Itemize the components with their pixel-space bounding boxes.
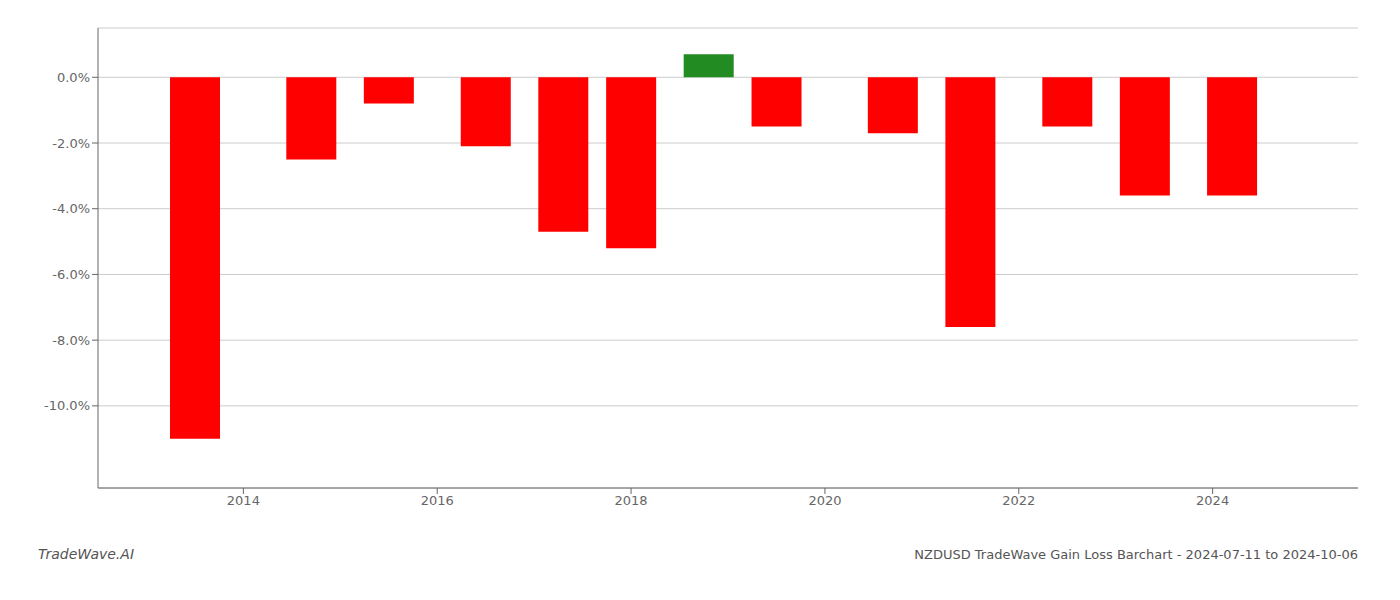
- svg-text:-4.0%: -4.0%: [52, 201, 90, 216]
- svg-text:-8.0%: -8.0%: [52, 333, 90, 348]
- svg-text:2020: 2020: [808, 493, 841, 508]
- svg-text:2018: 2018: [615, 493, 648, 508]
- svg-text:-6.0%: -6.0%: [52, 267, 90, 282]
- svg-text:2022: 2022: [1002, 493, 1035, 508]
- svg-text:2024: 2024: [1196, 493, 1229, 508]
- html-text:NZDUSD TradeWave Gain Loss Bar: NZDUSD TradeWave Gain Loss Barchart - 20…: [914, 547, 1358, 562]
- html-text:TradeWave.AI: TradeWave.AI: [38, 546, 134, 562]
- svg-text:-2.0%: -2.0%: [52, 136, 90, 151]
- svg-text:0.0%: 0.0%: [57, 70, 90, 85]
- svg-text:2016: 2016: [421, 493, 454, 508]
- svg-text:-10.0%: -10.0%: [44, 398, 90, 413]
- svg-text:2014: 2014: [227, 493, 260, 508]
